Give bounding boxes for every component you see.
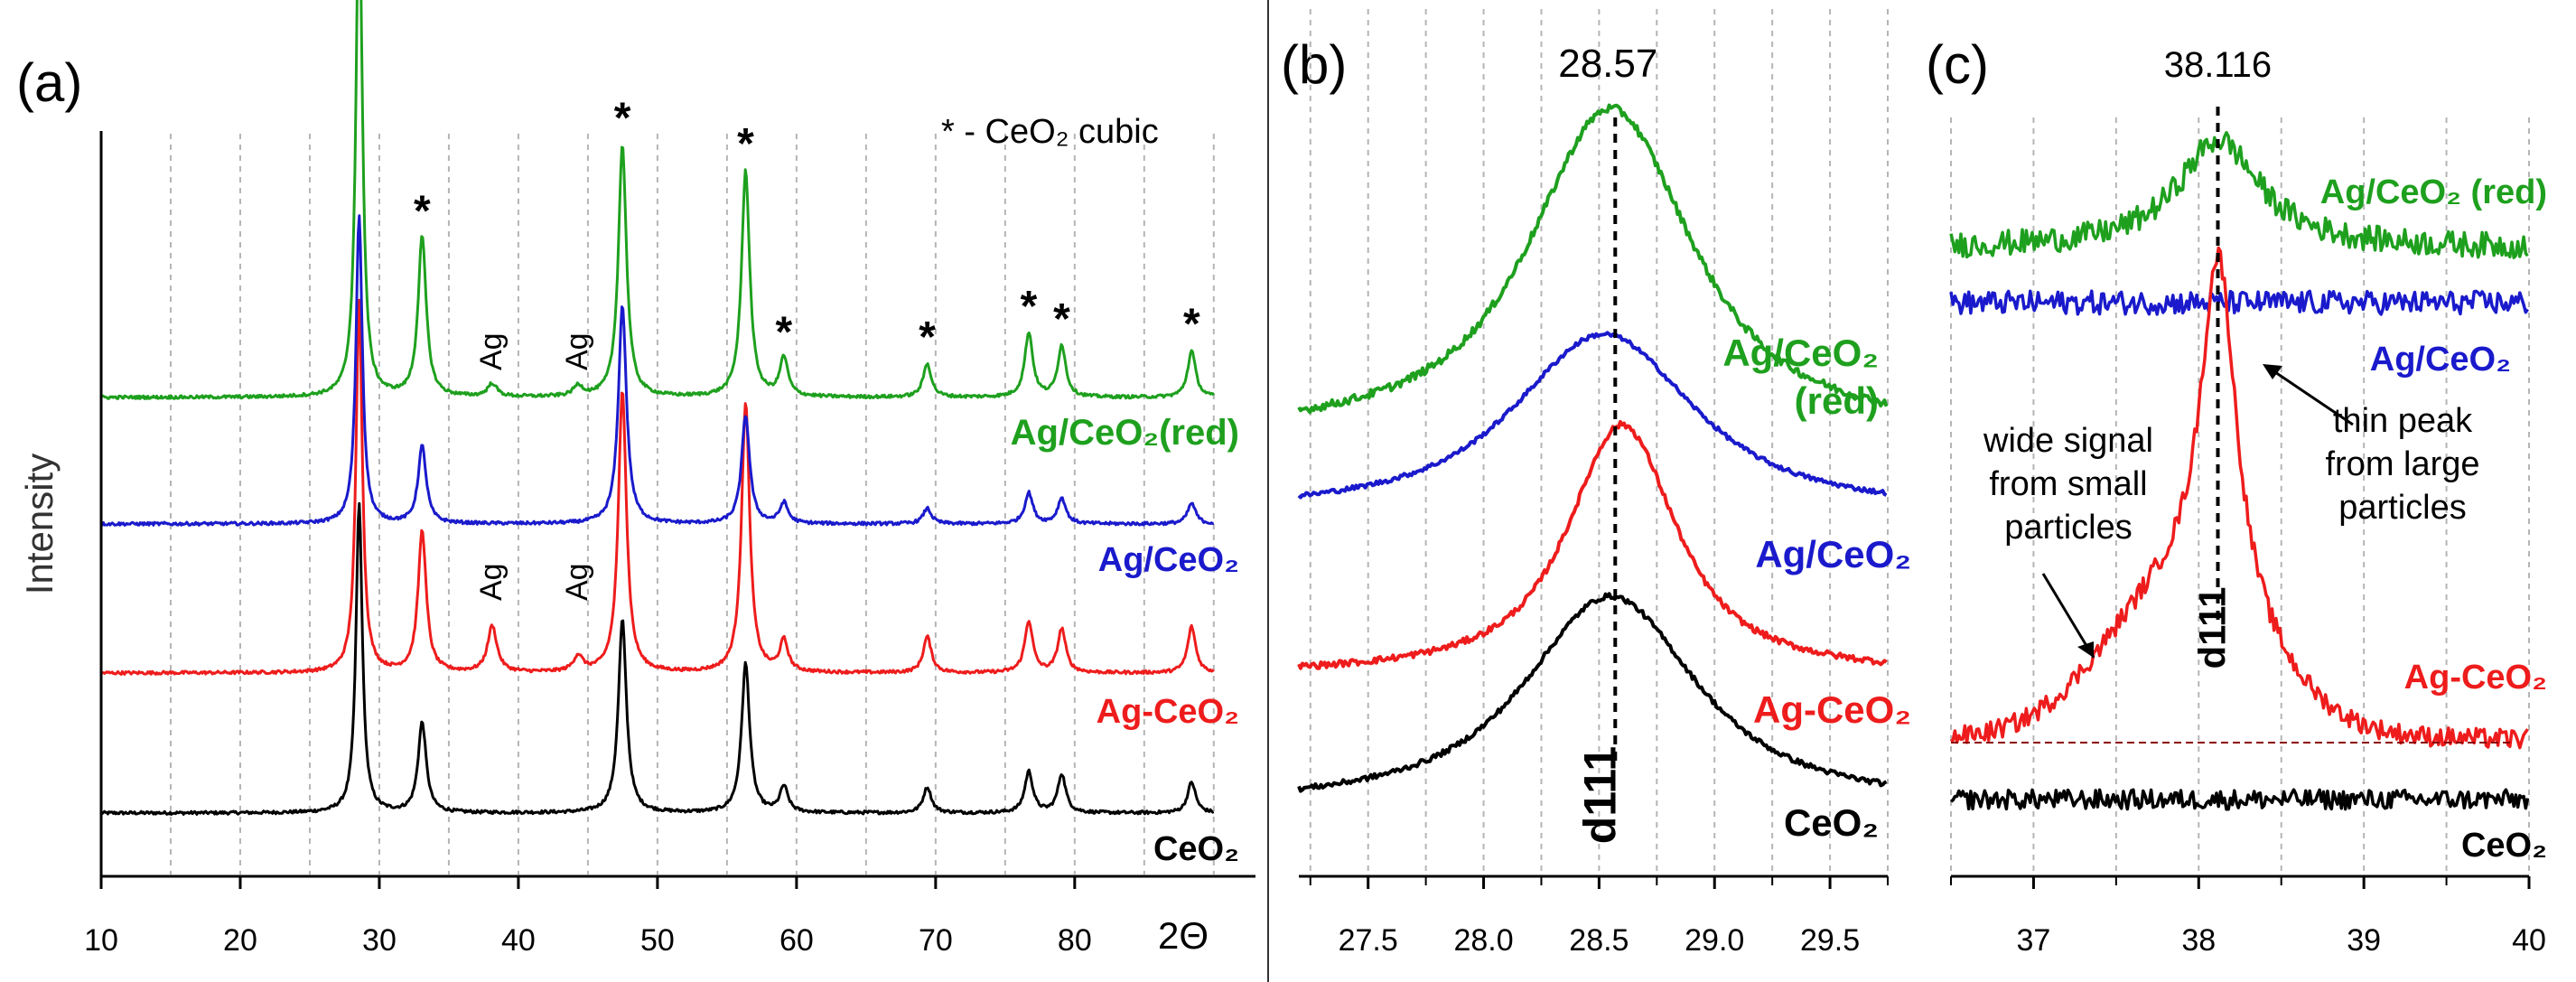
xrd-trace-black	[99, 501, 1215, 816]
panel-divider	[1267, 0, 1269, 982]
tick-label-a: 20	[223, 923, 257, 958]
cubic-peak-marker: *	[737, 120, 754, 168]
series-label-a: Ag/CeO₂	[1098, 541, 1239, 579]
panel-a-grid	[169, 134, 1215, 874]
tick-label-b: 27.5	[1339, 923, 1398, 958]
tick-label-a: 30	[362, 923, 397, 958]
tick-label-b: 28.5	[1569, 923, 1629, 958]
series-label-c: CeO₂	[2461, 827, 2547, 865]
annotation-wide-signal: particles	[2004, 509, 2133, 547]
tick-label-c: 39	[2347, 923, 2381, 958]
panel-c-label: (c)	[1926, 34, 1989, 95]
annotation-thin-peak: from large	[2325, 445, 2479, 483]
series-label-b: Ag/CeO₂	[1755, 533, 1911, 575]
annotation-thin-peak: particles	[2338, 489, 2467, 527]
tick-label-a: 50	[640, 923, 675, 958]
tick-label-a: 40	[501, 923, 536, 958]
cubic-legend-note: * - CeO₂ cubic	[941, 113, 1159, 151]
series-label-b: Ag/CeO₂	[1722, 332, 1879, 374]
panel-c-ticks: 37 38 39 40	[1950, 876, 2546, 958]
tick-label-c: 37	[2017, 923, 2051, 958]
xrd-trace-blue	[100, 214, 1215, 527]
series-label-a: Ag-CeO₂	[1097, 693, 1239, 731]
panel-c-series-labels: Ag/CeO₂ (red) Ag/CeO₂ Ag-CeO₂ CeO₂	[2320, 173, 2547, 865]
cubic-peak-marker: *	[1021, 283, 1038, 331]
panel-b-series-labels: Ag/CeO₂ (red) Ag/CeO₂ Ag-CeO₂ CeO₂	[1722, 332, 1911, 844]
peak-trace-c-red	[1949, 246, 2529, 750]
peak-trace-b-red	[1297, 419, 1888, 670]
series-label-c: Ag-CeO₂	[2404, 659, 2547, 697]
series-label-a: CeO₂	[1153, 830, 1239, 868]
tick-label-a: 10	[84, 923, 118, 958]
panel-b-label: (b)	[1281, 34, 1347, 95]
xrd-trace-green	[100, 0, 1216, 400]
tick-label-b: 29.0	[1685, 923, 1744, 958]
panel-b-d111-label: d111	[1574, 746, 1625, 844]
peak-trace-c-black	[1949, 788, 2530, 811]
cubic-peak-marker: *	[1183, 301, 1200, 349]
ag-peak-marker: Ag	[560, 563, 594, 601]
series-label-c: Ag/CeO₂	[2370, 341, 2511, 379]
panel-c-marker-value: 38.116	[2164, 45, 2272, 85]
arrowhead-thin-peak	[2263, 364, 2282, 379]
series-label-c: Ag/CeO₂ (red)	[2320, 173, 2547, 211]
ag-peak-marker: Ag	[474, 332, 509, 370]
series-label-b: (red)	[1795, 379, 1879, 422]
panel-b-marker-value: 28.57	[1558, 42, 1657, 86]
peak-trace-b-black	[1297, 592, 1888, 793]
peak-trace-b-blue	[1297, 331, 1888, 500]
arrow-thin-peak	[2269, 367, 2354, 426]
series-label-b: Ag-CeO₂	[1753, 688, 1911, 731]
panel-a-ticks: 10 20 30 40 50 60 70 80	[84, 876, 1092, 958]
tick-label-a: 80	[1058, 923, 1092, 958]
panel-c-annotations: wide signal from small particles thin peak f…	[1983, 364, 2480, 659]
annotation-wide-signal: from small	[1989, 465, 2147, 503]
cubic-peak-marker: *	[414, 187, 431, 235]
cubic-peak-marker: *	[1053, 295, 1070, 343]
panel-c: (c) 37 38 39 40 38.116 d111 Ag/CeO₂ (red)Ag…	[1926, 34, 2547, 958]
panel-c-grid	[1950, 117, 2530, 874]
arrow-wide-signal	[2041, 573, 2095, 659]
panel-c-traces	[1949, 131, 2530, 811]
tick-label-c: 38	[2181, 923, 2216, 958]
cubic-peak-marker: *	[614, 95, 631, 143]
cubic-peak-marker: *	[919, 313, 936, 361]
tick-label-c: 40	[2512, 923, 2546, 958]
tick-label-b: 29.5	[1800, 923, 1860, 958]
panel-a-series-labels: CeO₂ Ag-CeO₂ Ag/CeO₂ Ag/CeO₂(red)	[1011, 413, 1239, 868]
tick-label-a: 60	[779, 923, 814, 958]
tick-label-a: 70	[919, 923, 953, 958]
panel-b-grid	[1309, 9, 1889, 874]
peak-trace-c-blue	[1949, 289, 2529, 316]
annotation-wide-signal: wide signal	[1983, 422, 2153, 460]
cubic-peak-marker: *	[776, 308, 793, 356]
panel-a-traces	[99, 0, 1216, 816]
panel-c-d111-label: d111	[2190, 586, 2233, 669]
peak-trace-c-green	[1949, 131, 2529, 259]
ag-peak-marker: Ag	[474, 563, 509, 601]
panel-b-ticks: 27.5 28.0 28.5 29.0 29.5	[1309, 876, 1889, 958]
y-axis-label: Intensity	[18, 454, 61, 594]
series-label-b: CeO₂	[1784, 801, 1879, 844]
annotation-thin-peak: thin peak	[2333, 402, 2473, 440]
ag-peak-marker: Ag	[560, 332, 594, 370]
tick-label-b: 28.0	[1453, 923, 1513, 958]
xrd-trace-red	[100, 298, 1215, 676]
series-label-a: Ag/CeO₂(red)	[1011, 413, 1239, 453]
x-axis-label: 2Θ	[1158, 914, 1209, 957]
arrowhead-wide-signal	[2077, 641, 2094, 658]
panel-b: (b) 27.5 28.0 28.5 29.0 29.5 28.57 d111 Ag/C…	[1281, 9, 1911, 958]
peak-trace-b-green	[1297, 103, 1889, 415]
panel-b-traces	[1297, 103, 1889, 793]
panel-a-label: (a)	[16, 52, 82, 113]
